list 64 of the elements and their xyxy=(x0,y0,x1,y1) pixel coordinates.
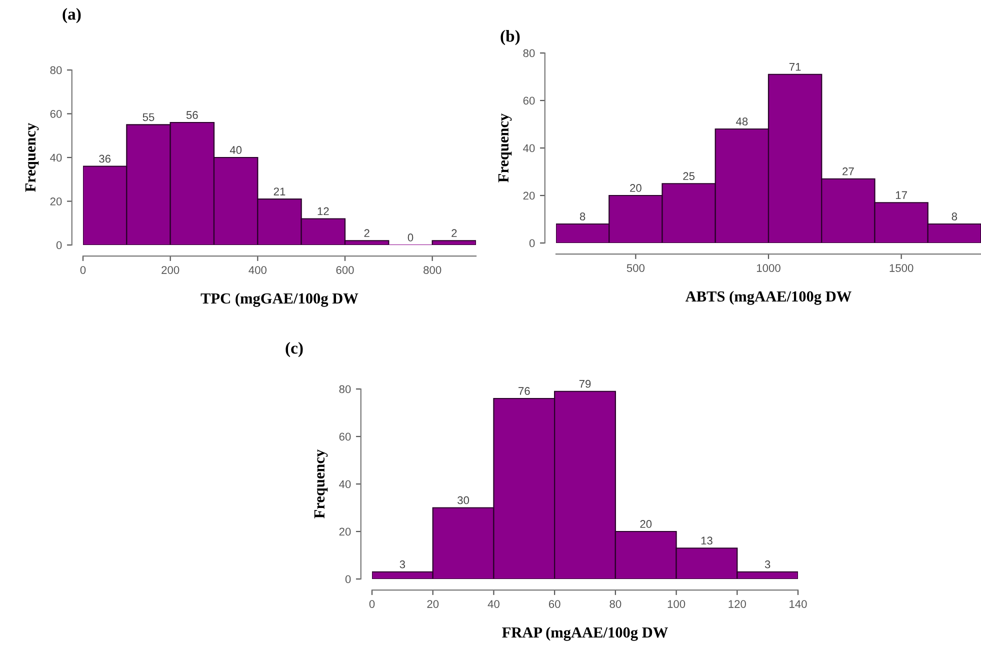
x-tick-label: 0 xyxy=(369,600,375,608)
y-tick-label: 60 xyxy=(523,96,535,105)
x-axis-title: ABTS (mgAAE/100g DW xyxy=(685,290,852,305)
data-label: 8 xyxy=(580,212,586,220)
data-label: 40 xyxy=(230,146,242,154)
y-axis-title: Frequency xyxy=(25,122,39,192)
x-tick-label: 0 xyxy=(80,266,86,274)
y-tick-label: 20 xyxy=(339,528,351,536)
data-label: 3 xyxy=(400,560,406,568)
x-tick-label: 140 xyxy=(790,600,807,608)
x-tick-label: 800 xyxy=(424,266,442,274)
x-axis-title: TPC (mgGAE/100g DW xyxy=(200,292,358,307)
chart-title: (a) xyxy=(62,8,81,24)
data-label: 30 xyxy=(458,496,470,504)
x-tick-label: 400 xyxy=(248,266,266,274)
data-label: 56 xyxy=(186,111,198,119)
data-label: 2 xyxy=(364,229,370,237)
x-tick-label: 20 xyxy=(427,600,439,608)
data-label: 48 xyxy=(736,118,748,126)
chart-title: (c) xyxy=(286,342,303,358)
data-label: 27 xyxy=(842,167,854,176)
data-label: 20 xyxy=(630,184,642,192)
x-tick-label: 120 xyxy=(728,600,746,608)
data-label: 76 xyxy=(518,387,530,395)
y-axis-title: Frequency xyxy=(314,449,328,518)
x-tick-label: 40 xyxy=(488,600,500,608)
x-tick-label: 60 xyxy=(548,600,560,608)
y-tick-label: 20 xyxy=(523,192,535,200)
y-tick-label: 20 xyxy=(50,198,62,206)
y-tick-label: 40 xyxy=(339,480,351,488)
x-tick-label: 1500 xyxy=(890,264,914,272)
x-tick-label: 1000 xyxy=(756,264,780,272)
y-tick-label: 0 xyxy=(529,239,535,248)
x-tick-label: 600 xyxy=(336,266,354,274)
data-label: 13 xyxy=(701,536,712,545)
x-axis-title: FRAP (mgAAE/100g DW xyxy=(502,626,668,641)
data-label: 21 xyxy=(274,188,286,196)
data-label: 20 xyxy=(640,520,652,528)
data-label: 12 xyxy=(318,207,329,216)
data-label: 71 xyxy=(789,63,801,71)
y-tick-label: 80 xyxy=(523,49,535,58)
data-label: 0 xyxy=(408,234,414,242)
data-label: 25 xyxy=(683,172,695,180)
y-tick-label: 60 xyxy=(50,110,62,118)
x-tick-label: 100 xyxy=(668,600,686,608)
y-tick-label: 40 xyxy=(50,154,62,162)
data-label: 17 xyxy=(896,191,907,199)
y-tick-label: 60 xyxy=(339,432,351,441)
y-axis-title: Frequency xyxy=(498,113,512,182)
y-tick-label: 0 xyxy=(345,575,351,584)
data-label: 8 xyxy=(952,212,958,220)
data-label: 2 xyxy=(452,229,457,237)
y-tick-label: 40 xyxy=(523,144,535,152)
y-tick-label: 0 xyxy=(56,241,62,250)
x-tick-label: 200 xyxy=(162,266,180,274)
x-tick-label: 500 xyxy=(626,264,645,272)
x-tick-label: 80 xyxy=(610,600,622,608)
y-tick-label: 80 xyxy=(339,385,351,394)
data-label: 3 xyxy=(764,560,770,568)
data-label: 79 xyxy=(579,380,591,388)
y-tick-label: 80 xyxy=(50,66,62,74)
data-label: 55 xyxy=(142,113,154,122)
data-label: 36 xyxy=(99,154,111,163)
chart-title: (b) xyxy=(500,30,520,46)
